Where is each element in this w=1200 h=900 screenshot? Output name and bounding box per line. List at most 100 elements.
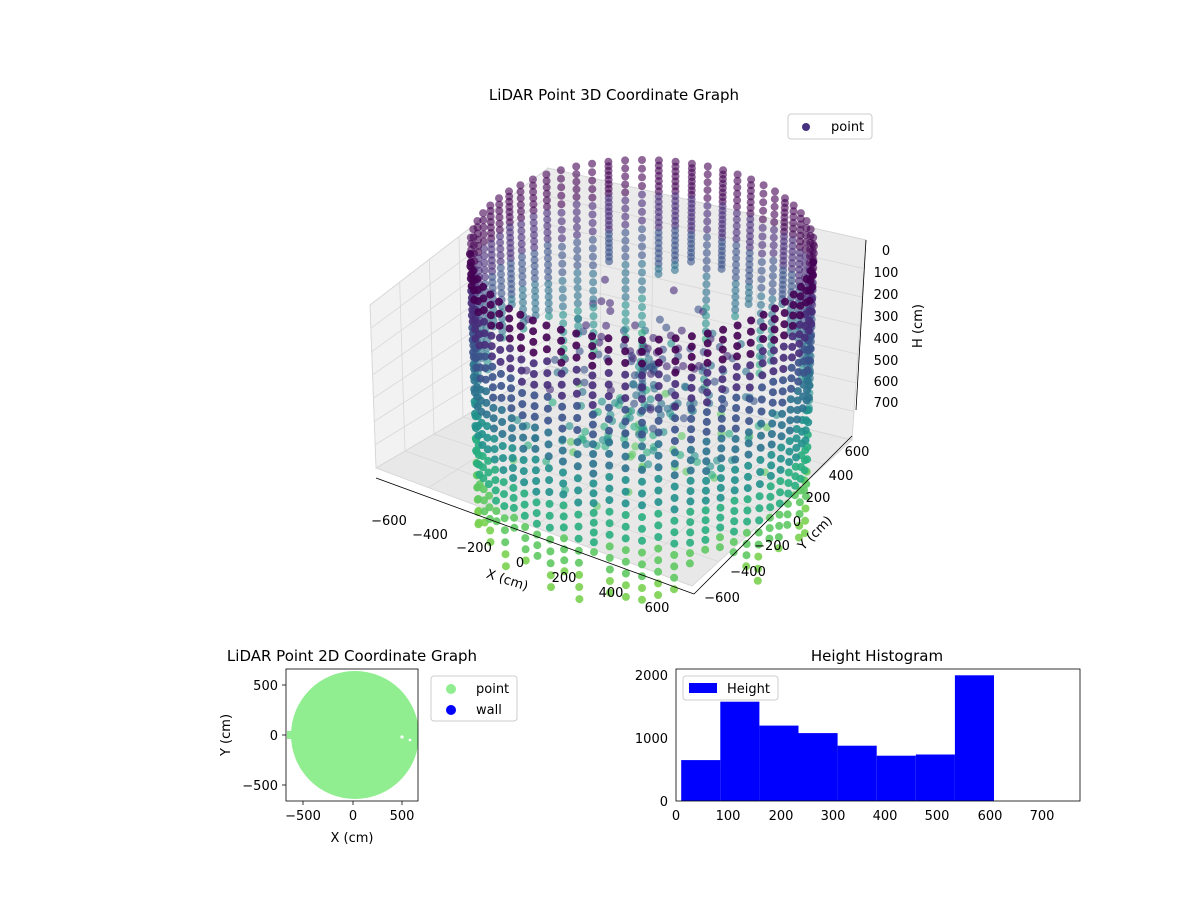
scatter-3d-point <box>701 506 710 515</box>
scatter-3d-point <box>621 370 630 379</box>
scatter-3d-point <box>546 559 555 568</box>
scatter-3d-point <box>770 325 779 334</box>
scatter-3d-point <box>703 233 711 242</box>
scatter-3d-point <box>479 306 488 315</box>
scatter-3d-point <box>574 322 583 331</box>
x-axis-label-2d: X (cm) <box>331 831 374 846</box>
scatter-3d-point <box>572 200 581 209</box>
scatter-3d-point <box>565 422 574 431</box>
histogram-bar <box>720 701 760 801</box>
legend-point-marker <box>446 684 456 694</box>
scatter-3d-point <box>517 344 526 353</box>
x-tick-label: 600 <box>645 601 670 616</box>
scatter-3d-point <box>702 311 710 320</box>
scatter-3d-point <box>558 259 567 268</box>
scatter-3d-point <box>520 489 529 498</box>
scatter-3d-point <box>717 414 726 423</box>
scatter-3d-point <box>588 391 597 400</box>
scatter-3d-point <box>754 552 763 561</box>
scatter-3d-point <box>516 333 525 342</box>
chart-3d-title: LiDAR Point 3D Coordinate Graph <box>489 86 739 104</box>
scatter-3d-point <box>758 232 767 241</box>
scatter-3d-point <box>787 384 796 393</box>
scatter-3d-point <box>480 273 489 282</box>
scatter-3d-point <box>730 476 739 485</box>
scatter-3d-point <box>687 352 696 361</box>
scatter-3d-point <box>768 398 777 407</box>
scatter-3d-point <box>716 483 725 492</box>
scatter-3d-point <box>746 350 755 358</box>
scatter-3d-point <box>588 210 597 219</box>
scatter-3d-point <box>786 395 795 404</box>
scatter-3d-point <box>638 442 646 451</box>
scatter-3d-point <box>796 301 805 310</box>
scatter-3d-point <box>559 468 567 477</box>
scatter-3d-point <box>717 434 726 443</box>
scatter-3d-point <box>528 316 537 325</box>
scatter-3d-point <box>703 329 712 338</box>
scatter-3d-point <box>520 511 529 520</box>
scatter-3d-point <box>646 395 655 404</box>
scatter-3d-point <box>505 324 514 333</box>
scatter-3d-point <box>557 347 566 356</box>
scatter-3d-point <box>670 459 679 468</box>
scatter-3d-point <box>677 432 686 440</box>
scatter-3d-point <box>793 415 802 424</box>
scatter-3d-point <box>488 362 497 371</box>
scatter-3d-point <box>557 391 566 400</box>
scatter-3d-point <box>794 368 803 377</box>
scatter-3d-point <box>530 412 539 421</box>
scatter-3d-point <box>621 476 630 484</box>
scatter-3d-point <box>716 513 725 522</box>
scatter-3d-point <box>792 425 801 433</box>
scatter-3d-point <box>702 437 711 446</box>
scatter-3d-point <box>531 444 540 453</box>
scatter-3d-point <box>558 435 567 444</box>
scatter-3d-point <box>533 551 542 560</box>
scatter-3d-point <box>754 540 763 549</box>
scatter-3d-point <box>572 389 581 398</box>
scatter-3d-point <box>572 329 581 338</box>
scatter-3d-point <box>629 380 638 388</box>
point-cloud-disc <box>291 671 418 799</box>
scatter-3d-point <box>732 404 741 412</box>
scatter-3d-point <box>717 454 726 463</box>
scatter-3d-point <box>654 463 663 472</box>
scatter-3d-point <box>481 375 490 384</box>
scatter-3d-point <box>654 533 663 541</box>
grid-line <box>369 304 377 469</box>
scatter-3d-point <box>604 357 613 366</box>
scatter-3d-point <box>733 196 742 205</box>
scatter-3d-point <box>479 294 488 303</box>
scatter-3d-point <box>781 297 789 306</box>
scatter-3d-point <box>654 382 663 390</box>
y-tick-label: 0 <box>793 515 801 530</box>
scatter-3d-point <box>730 517 739 526</box>
scatter-3d-point <box>654 347 663 356</box>
scatter-3d-point <box>744 294 753 303</box>
scatter-3d-point <box>769 256 778 265</box>
scatter-3d-point <box>731 455 740 464</box>
scatter-3d-point <box>702 272 711 281</box>
scatter-3d-point <box>605 565 614 574</box>
scatter-3d-point <box>548 398 557 407</box>
scatter-3d-point <box>654 451 663 460</box>
scatter-3d-point <box>754 528 763 537</box>
scatter-3d-point <box>732 209 741 218</box>
scatter-3d-point <box>497 406 506 414</box>
scatter-3d-point <box>486 538 495 547</box>
scatter-3d-point <box>733 352 741 361</box>
scatter-3d-point <box>498 418 507 426</box>
scatter-3d-point <box>557 174 565 183</box>
scatter-3d-point <box>757 266 766 275</box>
scatter-3d-point <box>638 584 646 592</box>
scatter-3d-point <box>654 405 663 414</box>
scatter-3d-point <box>543 222 552 230</box>
scatter-3d-point <box>630 422 639 431</box>
scatter-3d-point <box>490 445 499 454</box>
scatter-3d-point <box>638 216 646 225</box>
z-tick-label: 100 <box>874 266 899 281</box>
scatter-3d-point <box>731 273 740 282</box>
scatter-3d-point <box>467 239 475 248</box>
scatter-3d-point <box>558 276 567 285</box>
